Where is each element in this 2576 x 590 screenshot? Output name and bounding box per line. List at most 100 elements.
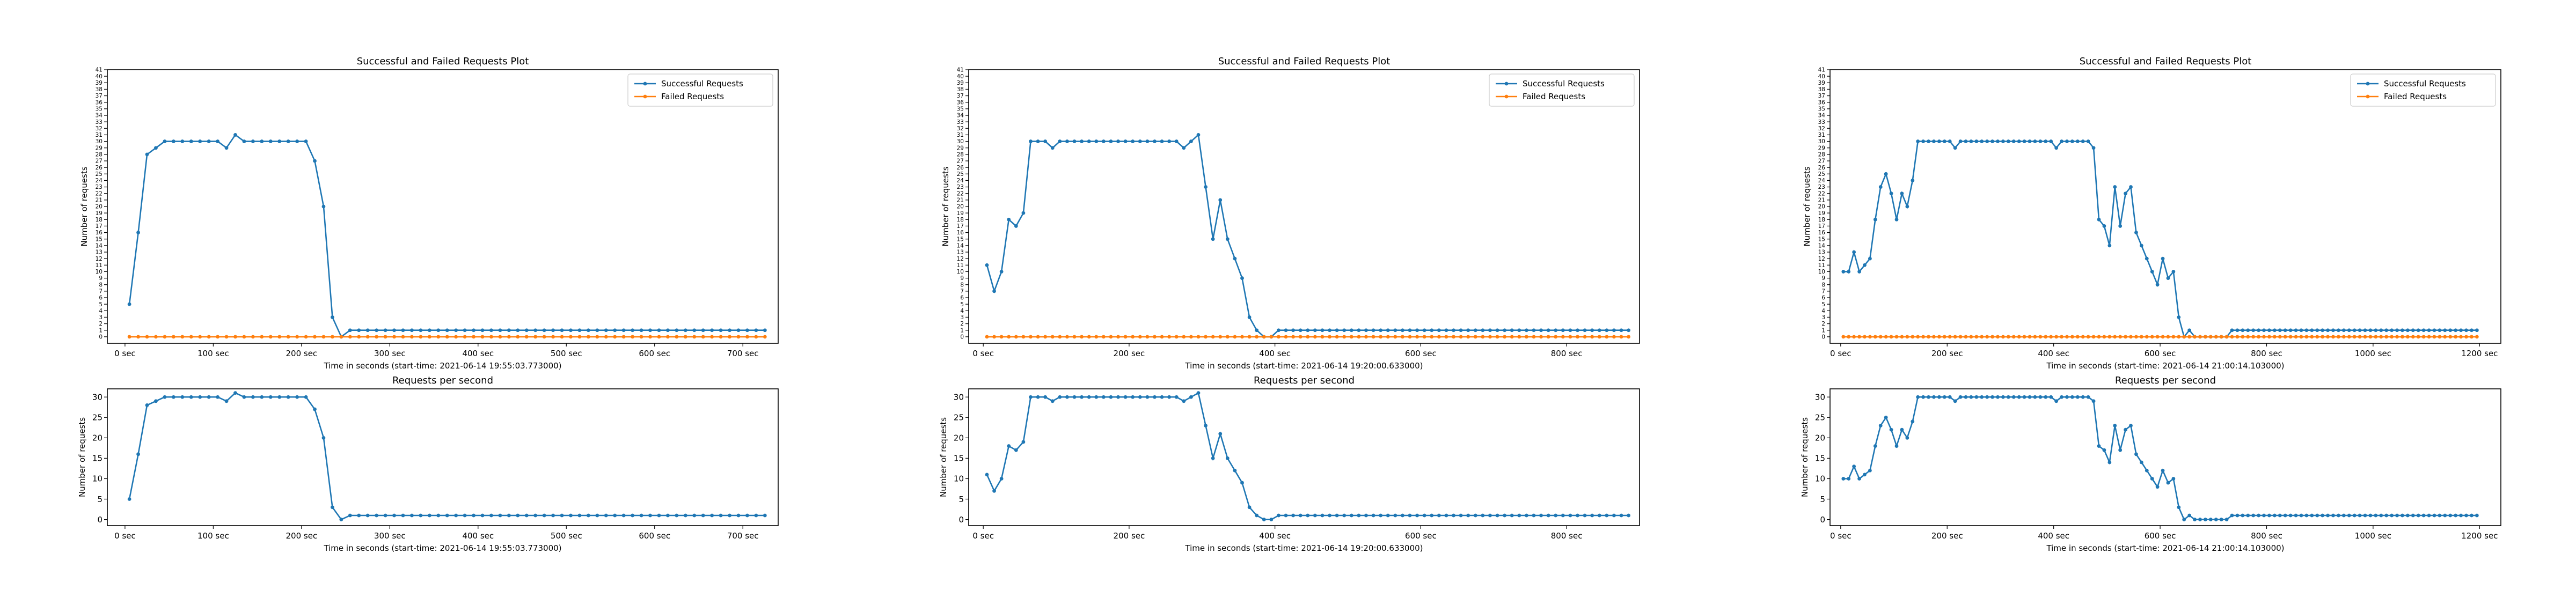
successful-point: [180, 395, 185, 399]
successful-point: [2038, 139, 2043, 143]
successful-point: [1349, 513, 1353, 518]
successful-point: [321, 436, 326, 440]
failed-point: [2331, 335, 2335, 339]
y-tick-label: 23: [1818, 184, 1825, 190]
failed-point: [2150, 335, 2154, 339]
failed-point: [1240, 335, 1244, 339]
y-tick-label: 7: [99, 289, 103, 295]
failed-point: [2315, 335, 2319, 339]
successful-point: [365, 328, 370, 333]
failed-point: [2219, 335, 2223, 339]
failed-point: [2299, 335, 2303, 339]
successful-point: [2464, 513, 2468, 518]
y-tick-label: 5: [960, 301, 964, 308]
failed-point: [1328, 335, 1331, 339]
successful-point: [1393, 513, 1397, 518]
successful-point: [1916, 139, 1920, 143]
successful-point: [1539, 328, 1543, 333]
successful-point: [1072, 139, 1077, 143]
failed-point: [745, 335, 749, 339]
failed-point: [1218, 335, 1223, 339]
failed-point: [2118, 335, 2123, 339]
successful-point: [277, 139, 282, 143]
failed-point: [1921, 335, 1926, 339]
successful-point: [2288, 328, 2293, 333]
successful-point: [2028, 395, 2032, 399]
successful-point: [2475, 328, 2479, 333]
successful-point: [2475, 513, 2479, 518]
x-tick-label: 200 sec: [286, 349, 317, 358]
successful-point: [1916, 395, 1920, 399]
failed-point: [2129, 335, 2133, 339]
failed-point: [1379, 335, 1383, 339]
failed-point: [533, 335, 538, 339]
successful-point: [233, 133, 237, 137]
successful-point: [586, 513, 590, 518]
successful-point: [2257, 328, 2261, 333]
successful-point: [1043, 395, 1048, 399]
successful-point: [198, 395, 202, 399]
successful-point: [1568, 328, 1572, 333]
successful-point: [375, 513, 379, 518]
successful-point: [1109, 139, 1113, 143]
x-tick-label: 400 sec: [2038, 531, 2069, 541]
failed-point: [1138, 335, 1142, 339]
failed-point: [2044, 335, 2048, 339]
y-tick-label: 5: [97, 495, 103, 504]
chart-panel-3: 0123456789101112131415161718192021222324…: [941, 56, 1640, 371]
successful-point: [2337, 328, 2340, 333]
successful-point: [2464, 328, 2468, 333]
failed-point: [2251, 335, 2256, 339]
successful-point: [1050, 399, 1055, 403]
plot-frame: [1829, 388, 2501, 526]
successful-point: [1415, 513, 1419, 518]
successful-point: [2177, 315, 2181, 319]
successful-point: [1437, 328, 1441, 333]
legend-marker: [643, 82, 647, 86]
successful-point: [1277, 513, 1280, 518]
successful-point: [1364, 328, 1368, 333]
successful-point: [1167, 395, 1172, 399]
failed-point: [2272, 335, 2277, 339]
successful-point: [216, 395, 219, 399]
successful-point: [1408, 513, 1412, 518]
failed-point: [569, 335, 573, 339]
y-tick-label: 12: [957, 256, 964, 262]
y-axis-label: Number of requests: [1800, 417, 1810, 497]
failed-point: [1878, 335, 1883, 339]
successful-point: [639, 513, 643, 518]
failed-point: [2358, 335, 2362, 339]
successful-point: [2331, 513, 2335, 518]
successful-point: [692, 328, 697, 333]
chart-title: Requests per second: [2115, 375, 2216, 386]
successful-point: [1379, 513, 1383, 518]
failed-point: [1145, 335, 1150, 339]
y-tick-label: 13: [96, 249, 103, 256]
y-tick-label: 20: [957, 204, 964, 210]
x-tick-label: 600 sec: [1405, 531, 1437, 541]
successful-point: [1841, 270, 1846, 274]
successful-point: [1182, 146, 1186, 150]
successful-point: [1131, 139, 1135, 143]
successful-point: [348, 328, 352, 333]
y-tick-label: 30: [1815, 392, 1825, 402]
successful-point: [1868, 256, 1872, 261]
failed-point: [2124, 335, 2127, 339]
successful-point: [719, 328, 723, 333]
y-tick-label: 21: [957, 197, 964, 204]
y-tick-label: 0: [97, 515, 103, 525]
failed-point: [427, 335, 431, 339]
chart-title: Requests per second: [1254, 375, 1355, 386]
y-tick-label: 16: [1818, 230, 1826, 236]
successful-point: [1554, 513, 1558, 518]
failed-point: [1298, 335, 1302, 339]
failed-point: [1911, 335, 1915, 339]
successful-point: [992, 489, 996, 493]
y-tick-label: 7: [1821, 289, 1825, 295]
failed-point: [1495, 335, 1499, 339]
successful-point: [2070, 395, 2074, 399]
y-tick-label: 0: [99, 334, 103, 341]
y-tick-label: 30: [957, 138, 964, 145]
failed-point: [2107, 335, 2112, 339]
failed-point: [1905, 335, 1909, 339]
